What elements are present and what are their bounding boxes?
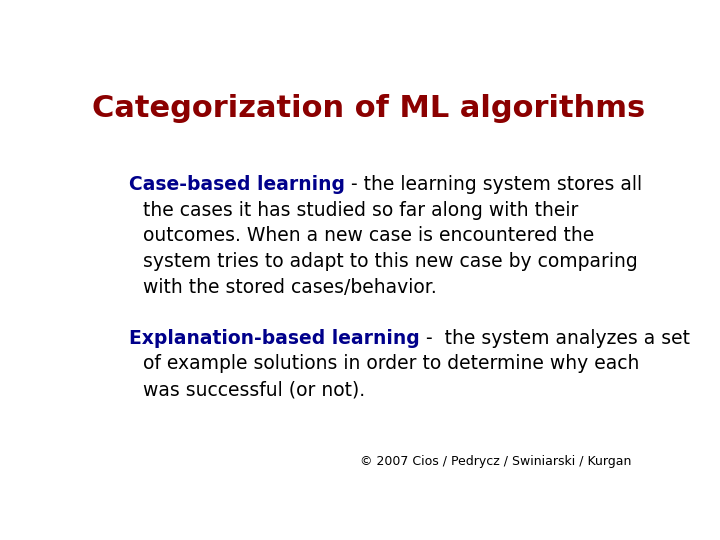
- Text: Ag: Ag: [129, 175, 154, 194]
- Text: Explanation-based learning: Explanation-based learning: [129, 329, 420, 348]
- Text: system tries to adapt to this new case by comparing: system tries to adapt to this new case b…: [143, 252, 638, 271]
- Text: the cases it has studied so far along with their: the cases it has studied so far along wi…: [143, 201, 578, 220]
- Text: with the stored cases/behavior.: with the stored cases/behavior.: [143, 278, 437, 296]
- Text: - the learning system stores all: - the learning system stores all: [345, 175, 642, 194]
- Text: Ag: Ag: [129, 329, 154, 348]
- Text: Case-based learning: Case-based learning: [129, 175, 345, 194]
- Text: -  the system analyzes a set: - the system analyzes a set: [420, 329, 690, 348]
- Text: outcomes. When a new case is encountered the: outcomes. When a new case is encountered…: [143, 226, 594, 245]
- Text: was successful (or not).: was successful (or not).: [143, 380, 365, 399]
- Text: Categorization of ML algorithms: Categorization of ML algorithms: [92, 94, 646, 123]
- Text: of example solutions in order to determine why each: of example solutions in order to determi…: [143, 354, 639, 374]
- Text: © 2007 Cios / Pedrycz / Swiniarski / Kurgan: © 2007 Cios / Pedrycz / Swiniarski / Kur…: [360, 455, 631, 468]
